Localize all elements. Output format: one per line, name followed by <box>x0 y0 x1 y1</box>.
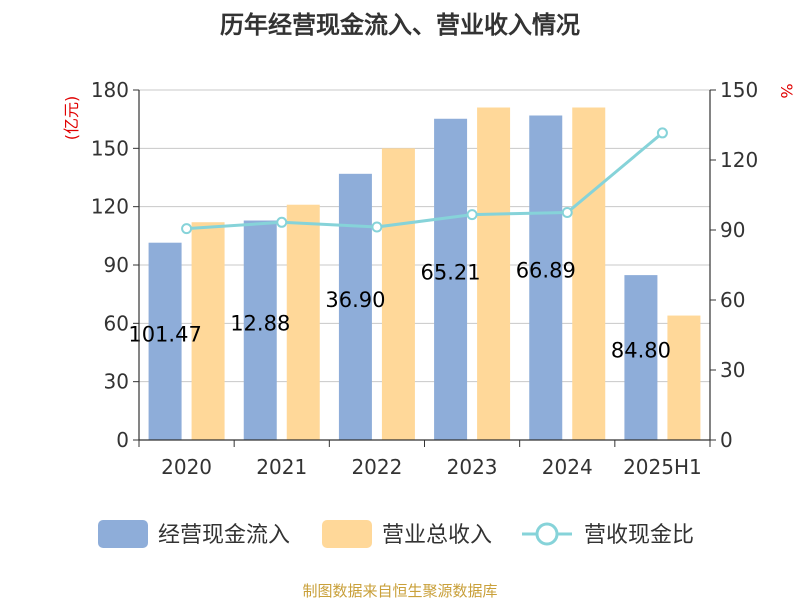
chart-title: 历年经营现金流入、营业收入情况 <box>220 11 580 39</box>
x-tick-label-2022: 2022 <box>351 455 402 479</box>
bar-cash-inflow-2024 <box>529 115 563 440</box>
right-tick-label-90: 90 <box>720 218 745 242</box>
bars-layer <box>148 107 701 441</box>
ratio-point-2025H1 <box>656 127 668 139</box>
left-tick-label-150: 150 <box>91 136 129 160</box>
bar-cash-inflow-2020 <box>148 242 182 440</box>
bar-data-label-2023: 65.21 <box>421 260 481 284</box>
bar-data-label-2022: 36.90 <box>325 288 385 312</box>
bar-revenue-2025H1 <box>667 315 701 440</box>
source-note: 制图数据来自恒生聚源数据库 <box>302 582 497 600</box>
gridlines <box>139 89 710 383</box>
right-tick-label-150: 150 <box>720 78 758 102</box>
ratio-line-layer <box>181 127 668 235</box>
x-tick-label-2021: 2021 <box>256 455 307 479</box>
legend-marker-ratio <box>535 522 559 546</box>
left-tick-label-180: 180 <box>91 78 129 102</box>
bar-cash-inflow-2021 <box>243 220 277 440</box>
bar-cash-inflow-2025H1 <box>624 275 658 440</box>
bar-data-label-2025H1: 84.80 <box>611 339 671 363</box>
right-axis-unit: % <box>777 83 796 98</box>
left-tick-label-0: 0 <box>116 428 129 452</box>
ratio-point-2023 <box>466 209 478 221</box>
bar-data-label-2020: 101.47 <box>128 322 201 346</box>
ratio-point-2022 <box>371 221 383 233</box>
legend: 经营现金流入 营业总收入 营收现金比 <box>98 520 694 548</box>
legend-label-cash-inflow: 经营现金流入 <box>158 523 290 548</box>
ratio-point-2020 <box>181 223 193 235</box>
left-tick-label-30: 30 <box>104 370 129 394</box>
x-tick-label-2023: 2023 <box>447 455 498 479</box>
right-tick-label-30: 30 <box>720 358 745 382</box>
ratio-point-2021 <box>276 216 288 228</box>
bar-data-label-2021: 12.88 <box>230 311 290 335</box>
axes-layer: 0 30 60 90 120 150 180 0 30 60 90 120 150 2020 2021 202… <box>91 78 758 479</box>
bar-revenue-2024 <box>572 107 606 440</box>
x-tick-label-2024: 2024 <box>542 455 593 479</box>
bar-revenue-2020 <box>191 222 225 440</box>
x-tick-label-2020: 2020 <box>161 455 212 479</box>
bar-cash-inflow-2023 <box>434 118 468 440</box>
right-tick-label-120: 120 <box>720 148 758 172</box>
legend-label-revenue: 营业总收入 <box>382 523 492 548</box>
bar-revenue-2022 <box>381 148 415 441</box>
bar-revenue-2021 <box>286 204 320 440</box>
x-tick-label-2025H1: 2025H1 <box>623 455 702 479</box>
legend-swatch-cash-inflow <box>98 520 148 548</box>
legend-label-ratio: 营收现金比 <box>584 523 694 548</box>
bar-cash-inflow-2022 <box>338 173 372 441</box>
ratio-line <box>186 131 664 231</box>
bar-data-label-2024: 66.89 <box>516 259 576 283</box>
ratio-point-2024 <box>561 207 573 218</box>
left-tick-label-90: 90 <box>104 253 129 277</box>
left-axis-unit: (亿元) <box>62 96 81 141</box>
data-labels-layer: 101.47 12.88 36.90 65.21 66.89 84.80 <box>128 259 671 363</box>
right-tick-label-60: 60 <box>720 288 745 312</box>
bar-revenue-2023 <box>477 107 511 440</box>
right-tick-label-0: 0 <box>720 428 733 452</box>
left-tick-label-120: 120 <box>91 195 129 219</box>
legend-swatch-revenue <box>322 520 372 548</box>
left-tick-label-60: 60 <box>104 311 129 335</box>
